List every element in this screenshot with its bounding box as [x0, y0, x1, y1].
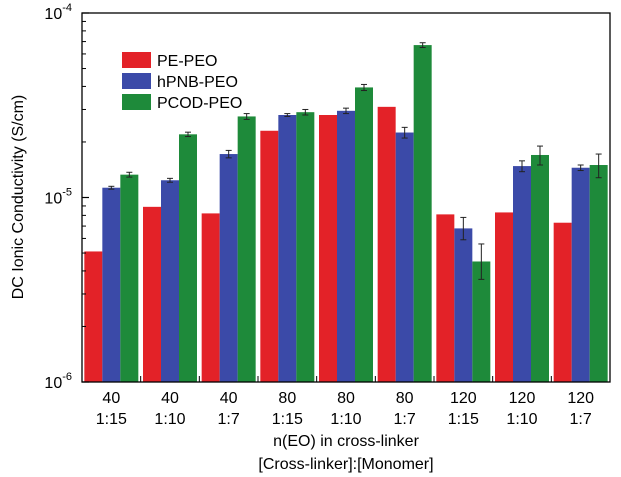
bar-pcod-peo-2 — [237, 116, 256, 382]
bar-pe-peo-1 — [143, 206, 161, 382]
x-tick-label-ratio: 1:7 — [570, 411, 592, 428]
bars-layer — [84, 45, 608, 383]
x-tick-label-neo: 80 — [337, 390, 355, 407]
bar-hpnb-peo-3 — [278, 114, 297, 383]
bar-pcod-peo-1 — [179, 134, 197, 382]
bar-pe-peo-8 — [553, 222, 572, 382]
x-tick-label-neo: 120 — [450, 390, 477, 407]
bar-hpnb-peo-1 — [161, 180, 179, 382]
x-tick-label-neo: 80 — [278, 390, 296, 407]
bar-pe-peo-2 — [201, 213, 220, 382]
bar-pcod-peo-7 — [531, 154, 549, 382]
y-tick-label: 10-4 — [44, 2, 72, 23]
x-tick-label-ratio: 1:15 — [448, 411, 479, 428]
x-tick-label-ratio: 1:10 — [506, 411, 537, 428]
legend-swatch-hpnb-peo — [122, 73, 151, 89]
bar-pcod-peo-0 — [120, 174, 139, 382]
legend-label-hpnb-peo: hPNB-PEO — [157, 74, 238, 91]
x-axis-label-line-1: n(EO) in cross-linker — [273, 433, 419, 450]
legend-label-pe-peo: PE-PEO — [157, 53, 217, 70]
bar-pe-peo-4 — [319, 114, 337, 383]
y-tick-label: 10-5 — [44, 187, 72, 208]
bar-pe-peo-3 — [260, 130, 279, 382]
bar-hpnb-peo-7 — [513, 166, 531, 382]
error-bars-layer — [108, 42, 602, 280]
x-tick-label-neo: 40 — [102, 390, 120, 407]
bar-pe-peo-7 — [495, 212, 513, 382]
bar-pcod-peo-5 — [413, 45, 432, 382]
x-tick-label-ratio: 1:10 — [330, 411, 361, 428]
x-tick-label-ratio: 1:10 — [154, 411, 185, 428]
bar-hpnb-peo-0 — [102, 187, 121, 382]
x-tick-label-ratio: 1:7 — [394, 411, 416, 428]
x-tick-label-neo: 80 — [396, 390, 414, 407]
bar-hpnb-peo-6 — [454, 228, 473, 382]
bar-pcod-peo-6 — [472, 261, 491, 382]
legend: PE-PEO hPNB-PEO PCOD-PEO — [122, 52, 242, 112]
x-tick-label-ratio: 1:7 — [218, 411, 240, 428]
legend-swatch-pcod-peo — [122, 94, 151, 110]
bar-pcod-peo-8 — [589, 165, 608, 382]
bar-hpnb-peo-4 — [337, 110, 355, 382]
bar-pe-peo-5 — [377, 106, 396, 383]
bar-pcod-peo-4 — [355, 87, 373, 383]
x-axis-label-line-2: [Cross-linker]:[Monomer] — [258, 456, 433, 473]
bar-pcod-peo-3 — [296, 112, 315, 383]
ticks-layer: 10-6 10-5 10-4 40 1:15 40 1:10 40 1:7 80 1:15 80 1:1… — [44, 2, 594, 428]
x-tick-label-ratio: 1:15 — [272, 411, 303, 428]
x-tick-label-neo: 120 — [509, 390, 536, 407]
bar-hpnb-peo-5 — [395, 132, 414, 382]
bar-hpnb-peo-2 — [219, 154, 238, 382]
y-tick-label: 10-6 — [44, 371, 72, 392]
legend-label-pcod-peo: PCOD-PEO — [157, 95, 242, 112]
bar-pe-peo-6 — [436, 214, 455, 382]
x-tick-label-ratio: 1:15 — [96, 411, 127, 428]
x-tick-label-neo: 40 — [161, 390, 179, 407]
legend-swatch-pe-peo — [122, 52, 151, 68]
bar-pe-peo-0 — [84, 251, 103, 382]
bar-hpnb-peo-8 — [571, 167, 590, 382]
x-tick-label-neo: 120 — [567, 390, 594, 407]
x-tick-label-neo: 40 — [220, 390, 238, 407]
y-axis-label: DC Ionic Conductivity (S/cm) — [10, 95, 27, 300]
